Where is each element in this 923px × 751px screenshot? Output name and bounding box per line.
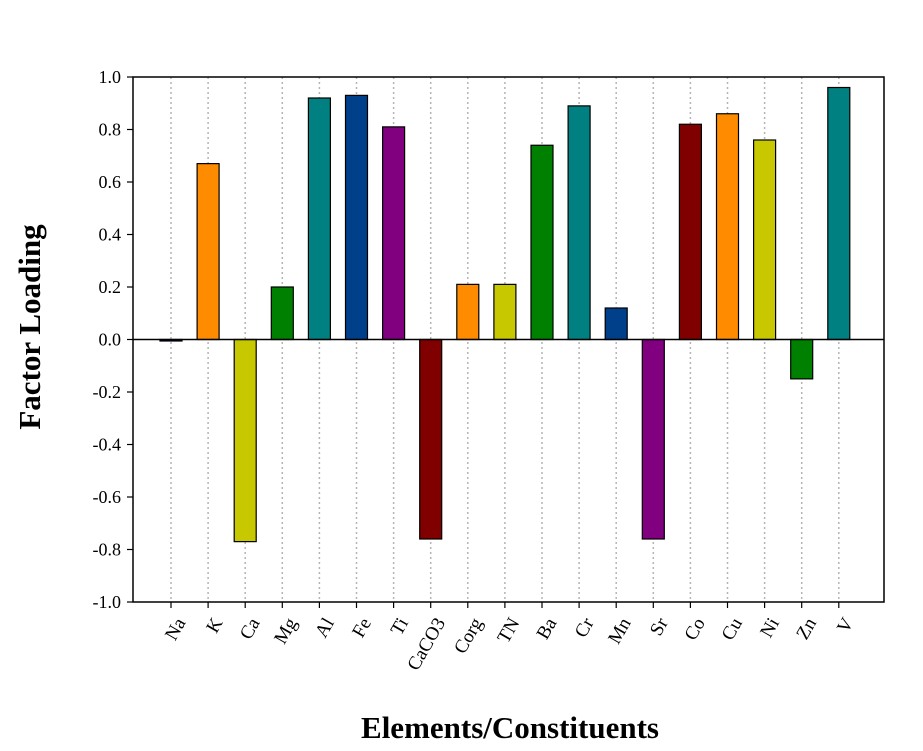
x-tick-label-tn: TN — [493, 614, 524, 647]
x-tick-label-fe: Fe — [348, 614, 376, 641]
bar-k — [196, 163, 220, 341]
x-tick-label-na: Na — [161, 614, 191, 644]
bar-ba — [530, 144, 554, 341]
x-tick-label-co: Co — [681, 614, 710, 644]
y-tick-label: 0.2 — [99, 277, 122, 297]
x-tick-label-k: K — [202, 614, 227, 637]
bar-caco3 — [419, 338, 443, 540]
x-tick-label-sr: Sr — [646, 614, 673, 640]
bar-ni — [752, 139, 777, 341]
y-tick-label: 1.0 — [99, 67, 122, 87]
bar-fe — [344, 94, 369, 341]
x-tick-label-mg: Mg — [270, 614, 302, 648]
x-tick-label-ni: Ni — [756, 614, 784, 641]
bar-co — [678, 123, 703, 341]
bar-sr — [641, 338, 665, 540]
bar-cu — [715, 113, 740, 341]
bar-al — [307, 97, 331, 341]
x-tick-label-cu: Cu — [718, 614, 748, 644]
bars-group — [159, 86, 851, 543]
y-tick-label: 0.8 — [99, 120, 122, 140]
bar-tn — [493, 283, 517, 341]
x-tick-label-ca: Ca — [236, 614, 265, 643]
y-tick-label: 0.4 — [99, 225, 122, 245]
x-tick-label-zn: Zn — [792, 614, 821, 643]
x-tick-label-v: V — [833, 614, 858, 637]
bar-v — [827, 86, 851, 341]
x-axis-title: Elements/Constituents — [361, 710, 659, 745]
x-tick-label-ba: Ba — [533, 614, 562, 643]
bar-zn — [790, 338, 814, 380]
bar-ca — [233, 338, 257, 543]
bar-ti — [382, 126, 406, 341]
bar-mg — [270, 286, 294, 341]
bar-corg — [456, 283, 480, 341]
x-tick-label-ti: Ti — [387, 614, 413, 639]
y-axis-title: Factor Loading — [12, 224, 47, 430]
x-tick-label-corg: Corg — [450, 614, 487, 658]
bar-cr — [567, 105, 591, 341]
y-axis: -1.0 -0.8 -0.6 -0.4 -0.2 0.0 0.2 0.4 0.6 0.8 1.0 — [93, 67, 133, 612]
x-tick-label-caco3: CaCO3 — [403, 614, 450, 674]
bar-mn — [604, 307, 628, 341]
x-tick-label-al: Al — [311, 614, 339, 641]
x-tick-label-cr: Cr — [571, 614, 599, 642]
y-tick-label: -0.4 — [93, 435, 122, 455]
y-tick-label: -1.0 — [93, 592, 122, 612]
y-tick-label: -0.6 — [93, 487, 122, 507]
x-tick-label-mn: Mn — [604, 614, 636, 648]
y-tick-label: -0.2 — [93, 382, 122, 402]
y-tick-label: 0.0 — [99, 330, 122, 350]
y-tick-label: 0.6 — [99, 172, 122, 192]
y-tick-label: -0.8 — [93, 540, 122, 560]
